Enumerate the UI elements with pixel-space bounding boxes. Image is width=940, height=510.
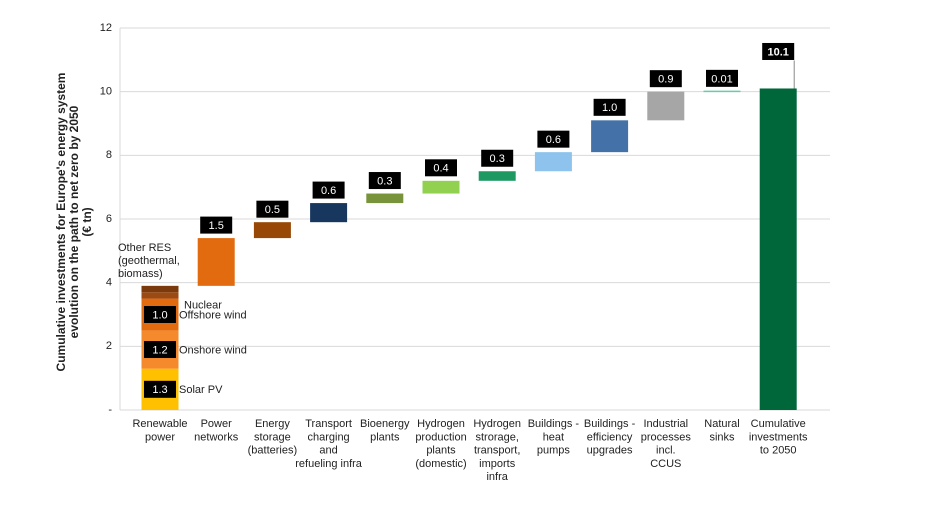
value-label: 0.5 [265,204,280,216]
value-label: 0.3 [490,153,505,165]
bar [310,203,348,223]
value-label-box [425,159,457,177]
value-label: 0.6 [546,134,561,146]
value-label: 0.9 [658,74,673,86]
y-tick-label: - [108,404,112,416]
legend-label: Solar PV [179,384,223,396]
value-label-group: 0.3 [481,149,514,167]
bar [534,152,572,172]
value-label: 1.0 [602,102,617,114]
value-label: 10.1 [767,46,788,58]
value-label: 1.0 [152,309,167,321]
value-label-box [144,306,176,323]
x-tick-label: Hydrogen strorage, transport, imports infra [473,418,521,483]
y-tick-label: 8 [106,149,112,161]
value-label-group: 0.6 [537,130,570,148]
x-tick-label: Bioenergy plants [360,418,410,443]
value-label-group: 10.1 [762,42,795,60]
value-label-box [593,98,626,116]
value-label-group: 0.6 [312,181,345,199]
y-axis-label: Cumulative investments for Europe's ener… [54,73,94,372]
value-label-box [649,70,682,88]
value-label-box [368,172,401,190]
value-label-box [144,380,176,398]
legend-label: Nuclear [184,299,222,311]
value-label-box [762,42,795,60]
value-label-group: 0.5 [256,200,289,218]
value-label-box [256,200,289,218]
bar [253,222,291,239]
x-tick-label: Natural sinks [704,418,739,443]
value-label-group: 0.9 [649,70,682,88]
value-label-box [706,69,738,87]
value-label-box [312,181,345,199]
x-tick-label: Buildings -heat pumps [528,418,580,457]
legend-label: Other RES (geothermal, biomass) [118,242,180,280]
x-tick-label: Industrial processes incl. CCUS [641,418,692,470]
value-label: 1.5 [209,220,224,232]
value-label-group: 1.3 [144,380,176,398]
value-label: 0.3 [377,175,392,187]
bar [759,88,797,410]
value-label: 0.01 [711,73,732,85]
bar [647,91,685,121]
value-label-group: 0.4 [425,159,457,177]
value-label: 0.6 [321,185,336,197]
bar-segment [141,292,179,299]
value-label: 0.4 [433,163,448,175]
bar [197,238,235,286]
y-tick-label: 12 [100,22,112,34]
y-tick-label: 4 [106,277,112,289]
value-label-box [144,341,176,359]
value-label-box [200,216,233,234]
bar [591,120,629,153]
value-label-group: 1.0 [593,98,626,116]
value-label-box [481,149,514,167]
x-tick-label: Hydrogen production plants (domestic) [415,418,466,470]
value-label: 1.3 [152,384,167,396]
x-tick-label: Power networks [194,418,239,443]
x-tick-label: Cumulative investments to 2050 [749,418,808,457]
y-tick-label: 6 [106,213,112,225]
x-tick-label: Energy storage (batteries) [248,418,298,457]
x-tick-label: Buildings -efficiency upgrades [584,418,636,457]
y-tick-label: 2 [106,340,112,352]
value-label-group: 1.0 [144,306,176,323]
value-label: 1.2 [152,344,167,356]
bar-segment [141,285,179,293]
x-tick-label: Transport charging and refueling infra [295,418,363,470]
bar [366,193,404,204]
legend-label: Offshore wind [179,309,247,321]
value-label-group: 1.2 [144,341,176,359]
value-label-group: 1.5 [200,216,233,234]
bar [422,180,460,194]
value-label-group: 0.01 [706,69,738,87]
value-label-box [537,130,570,148]
value-label-group: 0.3 [368,172,401,190]
bar [478,171,516,181]
legend-label: Onshore wind [179,344,247,356]
y-tick-label: 10 [100,86,112,98]
x-tick-label: Renewable power [132,418,187,443]
